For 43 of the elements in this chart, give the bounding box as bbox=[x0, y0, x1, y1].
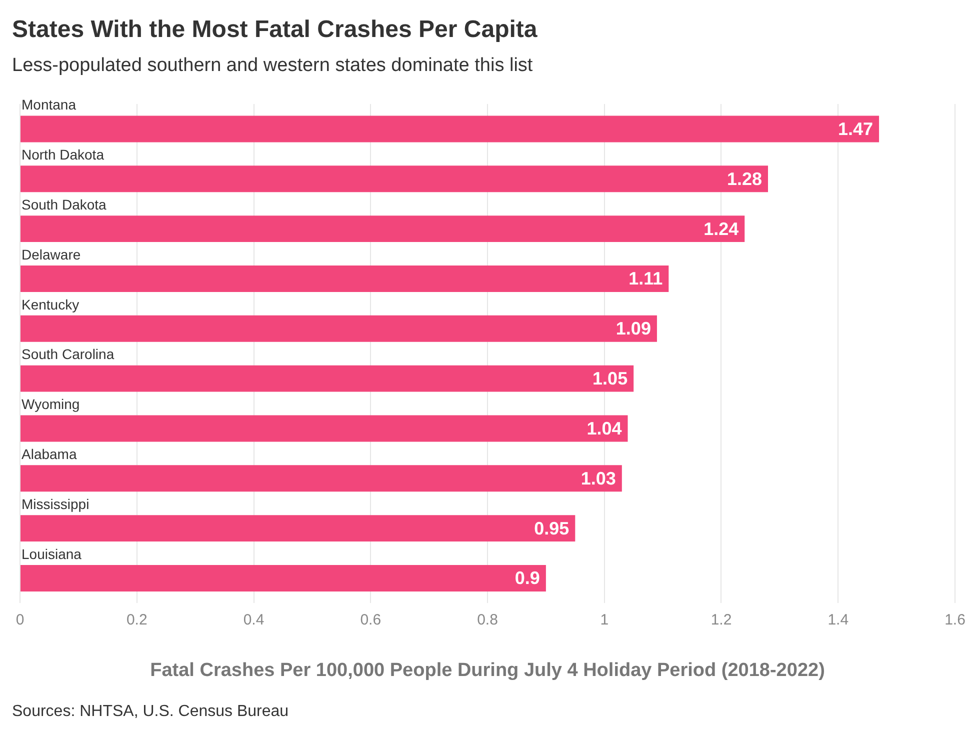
x-tick-label: 0.8 bbox=[477, 611, 498, 628]
data-label: 1.05 bbox=[592, 368, 628, 389]
y-tick-label: Alabama bbox=[22, 446, 77, 462]
bar bbox=[20, 415, 628, 442]
data-label: 1.09 bbox=[616, 318, 651, 339]
y-tick-label: South Dakota bbox=[22, 196, 107, 212]
data-label: 1.28 bbox=[726, 168, 762, 189]
x-tick-label: 1.2 bbox=[710, 611, 732, 628]
x-tick-label: 1 bbox=[600, 611, 609, 628]
x-tick-label: 0 bbox=[16, 611, 24, 628]
bar bbox=[20, 365, 634, 392]
bar bbox=[20, 515, 576, 542]
x-axis-title: Fatal Crashes Per 100,000 People During July 4 Holiday Period (2018-2022) bbox=[150, 660, 825, 681]
data-label: 1.03 bbox=[580, 468, 616, 488]
x-tick-label: 0.4 bbox=[243, 611, 264, 628]
x-tick-label: 0.2 bbox=[126, 611, 148, 628]
x-tick-label: 1.6 bbox=[944, 611, 966, 628]
source-note: Sources: NHTSA, U.S. Census Bureau bbox=[12, 703, 289, 721]
data-label: 1.04 bbox=[586, 418, 622, 438]
y-tick-label: Delaware bbox=[22, 246, 81, 262]
x-tick-label: 1.4 bbox=[828, 611, 849, 628]
y-tick-label: Louisiana bbox=[22, 546, 82, 562]
chart-subtitle: Less-populated southern and western states dominate this list bbox=[12, 55, 533, 77]
y-tick-label: North Dakota bbox=[22, 146, 104, 163]
data-label: 1.47 bbox=[838, 118, 874, 139]
data-label: 1.11 bbox=[628, 268, 663, 289]
x-tick-label: 0.6 bbox=[360, 611, 382, 628]
y-tick-label: Montana bbox=[22, 96, 76, 113]
bar bbox=[20, 265, 669, 292]
y-tick-label: Kentucky bbox=[22, 296, 80, 312]
chart-title: States With the Most Fatal Crashes Per Capita bbox=[12, 16, 538, 44]
bar bbox=[20, 216, 745, 242]
data-label: 0.95 bbox=[534, 518, 570, 538]
bar bbox=[20, 315, 657, 342]
y-tick-label: Mississippi bbox=[22, 496, 90, 512]
bar bbox=[20, 565, 546, 592]
bar bbox=[20, 166, 768, 192]
bar bbox=[20, 465, 622, 492]
data-label: 1.24 bbox=[704, 218, 739, 239]
bar bbox=[20, 116, 880, 142]
y-tick-label: Wyoming bbox=[22, 396, 80, 412]
y-tick-label: South Carolina bbox=[22, 346, 114, 362]
data-label: 0.9 bbox=[514, 568, 540, 588]
